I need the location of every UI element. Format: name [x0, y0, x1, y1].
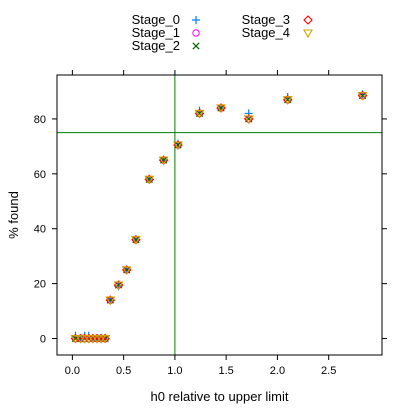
x-tick-label: 0.5 [116, 365, 131, 377]
legend-label: Stage_1 [132, 25, 180, 40]
series-stage_3 [70, 90, 368, 344]
series-stage_4 [70, 92, 368, 344]
y-tick-label: 80 [34, 114, 46, 126]
data-point [173, 141, 183, 151]
legend-label: Stage_3 [242, 12, 290, 27]
legend-marker [303, 15, 313, 25]
data-point [121, 266, 132, 276]
legend-marker [192, 29, 200, 37]
data-point [216, 104, 226, 114]
y-tick-label: 20 [34, 279, 46, 291]
y-tick-label: 40 [34, 224, 46, 236]
data-point [194, 109, 205, 119]
x-tick-label: 2.5 [321, 365, 336, 377]
legend-marker [303, 29, 313, 39]
x-tick-label: 1.5 [219, 365, 234, 377]
x-tick-label: 2.0 [270, 365, 285, 377]
reference-lines [57, 75, 382, 355]
legend-item: Stage_0 [132, 12, 200, 27]
legend-label: Stage_2 [132, 38, 180, 53]
series-stage_2 [71, 91, 367, 343]
x-tick-label: 1.0 [167, 365, 182, 377]
data-point [130, 236, 141, 245]
series-stage_0 [71, 90, 367, 343]
data-point [70, 334, 81, 344]
y-tick-label: 60 [34, 169, 46, 181]
y-tick-label: 0 [40, 334, 46, 346]
legend-item: Stage_4 [242, 25, 313, 40]
data-point [158, 156, 169, 166]
legend-item: Stage_1 [132, 25, 200, 40]
legend-label: Stage_0 [132, 12, 180, 27]
legend-item: Stage_2 [132, 38, 200, 53]
axes: 0.0 0.5 1.0 1.5 2.0 2.5 0 20 40 60 80 [34, 70, 387, 377]
plot-frame [56, 74, 383, 356]
legend-item: Stage_3 [242, 12, 313, 27]
x-axis-label: h0 relative to upper limit [150, 389, 288, 404]
x-tick-label: 0.0 [65, 365, 80, 377]
data-point [243, 115, 254, 125]
legend-label: Stage_4 [242, 25, 290, 40]
series-stage_1 [71, 91, 367, 343]
legend-marker [192, 42, 200, 50]
data-point [282, 96, 293, 105]
data-point [100, 334, 111, 344]
data-point [144, 175, 155, 185]
data-point [113, 281, 124, 291]
y-axis-label: % found [6, 191, 21, 239]
legend-marker [192, 16, 200, 24]
data-point [105, 296, 116, 306]
data-points [70, 90, 368, 344]
data-point [357, 92, 368, 101]
